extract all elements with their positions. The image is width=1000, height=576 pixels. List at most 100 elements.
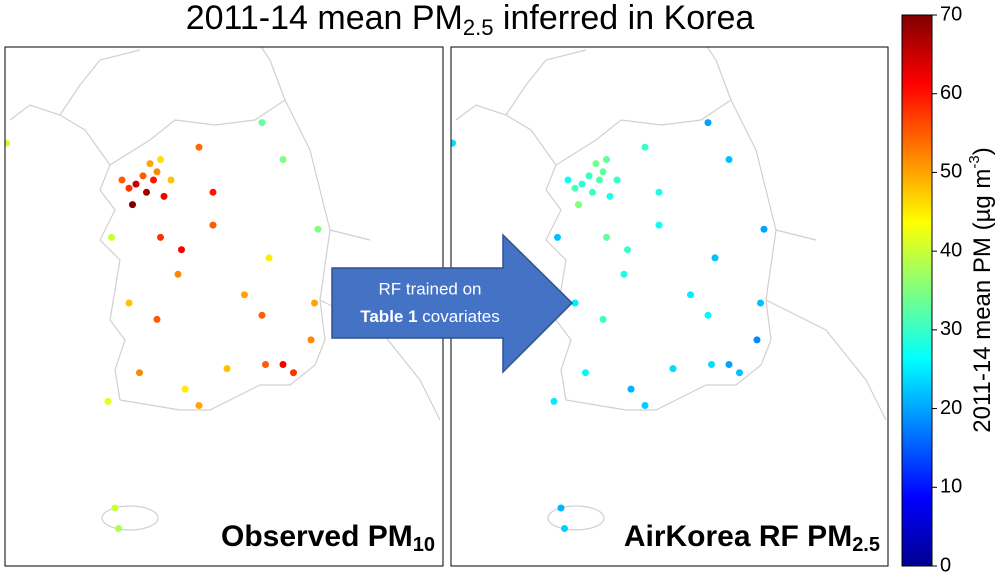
station-dot	[603, 233, 610, 241]
station-dot	[290, 369, 297, 377]
colorbar-tick-label: 0	[940, 554, 951, 576]
panel-label: Observed PM10	[221, 520, 435, 556]
arrow	[331, 233, 574, 374]
station-dot	[279, 361, 287, 368]
station-dot	[760, 225, 768, 233]
title-subscript: 2.5	[463, 15, 494, 40]
station-dot	[627, 385, 635, 393]
station-dot	[578, 180, 586, 188]
station-dot	[655, 188, 663, 196]
colorbar-tick-label: 40	[940, 239, 962, 261]
station-dot	[195, 402, 203, 409]
station-dot	[241, 291, 248, 299]
station-dot	[571, 299, 579, 307]
colorbar-tick-label: 60	[940, 82, 962, 104]
colorbar-tick-label: 20	[940, 397, 962, 419]
station-dot	[153, 315, 161, 323]
station-dot	[624, 246, 631, 254]
station-dot	[757, 299, 764, 307]
station-dot	[262, 361, 269, 368]
station-dot	[153, 168, 161, 176]
station-dot	[160, 192, 168, 200]
station-dot	[596, 176, 603, 184]
station-dot	[150, 176, 157, 184]
station-dot	[143, 188, 150, 196]
station-dot	[118, 176, 126, 184]
station-dot	[641, 402, 649, 409]
station-dot	[613, 176, 621, 184]
colorbar-label: 2011-14 mean PM (µg m-3)	[966, 147, 996, 433]
station-dot	[157, 233, 164, 241]
colorbar-tick-label: 10	[940, 476, 962, 498]
station-dot	[314, 225, 322, 233]
station-dot	[620, 270, 628, 278]
station-dot	[736, 369, 743, 377]
station-dot	[136, 369, 143, 377]
station-dot	[174, 270, 182, 278]
station-dot	[599, 315, 607, 323]
station-dot	[311, 299, 318, 307]
station-dot	[111, 504, 119, 512]
station-dot	[554, 233, 561, 241]
station-dot	[195, 143, 203, 151]
station-dot	[603, 156, 610, 163]
station-dot	[132, 180, 140, 188]
station-dot	[585, 172, 593, 180]
station-dot	[711, 254, 719, 262]
map-right	[451, 47, 887, 532]
station-dot	[606, 192, 614, 200]
station-dot	[157, 156, 164, 163]
station-dot	[451, 139, 456, 147]
colorbar-tick-label: 30	[940, 318, 962, 340]
station-dot	[589, 188, 596, 196]
station-dot	[178, 246, 185, 254]
station-dot	[265, 254, 273, 262]
station-dot	[209, 221, 217, 229]
station-dot	[279, 156, 287, 163]
arrow-text: RF trained on	[379, 279, 482, 298]
station-dot	[167, 176, 175, 184]
title: 2011-14 mean PM2.5 inferred in Korea	[186, 0, 755, 40]
title-text: 2011-14 mean PM	[186, 0, 463, 37]
station-dot	[108, 233, 115, 241]
station-dot	[557, 504, 565, 512]
station-dot	[725, 361, 733, 368]
station-dot	[223, 365, 231, 373]
station-dot	[582, 369, 589, 377]
station-dot	[125, 299, 133, 307]
station-dot	[564, 176, 572, 184]
station-dot	[669, 365, 677, 373]
map-left	[5, 47, 441, 532]
station-dot	[307, 336, 315, 344]
station-dot	[571, 184, 579, 192]
station-dot	[181, 385, 189, 393]
station-dot	[125, 184, 133, 192]
station-dot	[258, 119, 266, 127]
station-dot	[725, 156, 733, 163]
station-dot	[550, 397, 558, 405]
station-dot	[708, 361, 715, 368]
title-text: inferred in Korea	[493, 0, 754, 37]
station-dot	[5, 139, 10, 147]
arrow-text: Table 1 covariates	[360, 307, 500, 326]
station-dot	[115, 525, 122, 532]
station-dot	[641, 143, 649, 151]
colorbar-tick-label: 50	[940, 161, 962, 183]
station-dot	[592, 160, 600, 168]
station-dot	[129, 201, 136, 209]
station-dot	[146, 160, 154, 168]
station-dot	[575, 201, 582, 209]
station-dot	[209, 188, 217, 196]
station-dot	[753, 336, 761, 344]
station-dot	[687, 291, 694, 299]
station-dot	[561, 525, 568, 532]
station-dot	[104, 397, 112, 405]
station-dot	[704, 311, 712, 319]
station-dot	[704, 119, 712, 127]
station-dot	[599, 168, 607, 176]
station-dot	[258, 311, 266, 319]
station-dot	[139, 172, 147, 180]
panel-label: AirKorea RF PM2.5	[624, 520, 880, 556]
colorbar-tick-label: 70	[940, 3, 962, 25]
